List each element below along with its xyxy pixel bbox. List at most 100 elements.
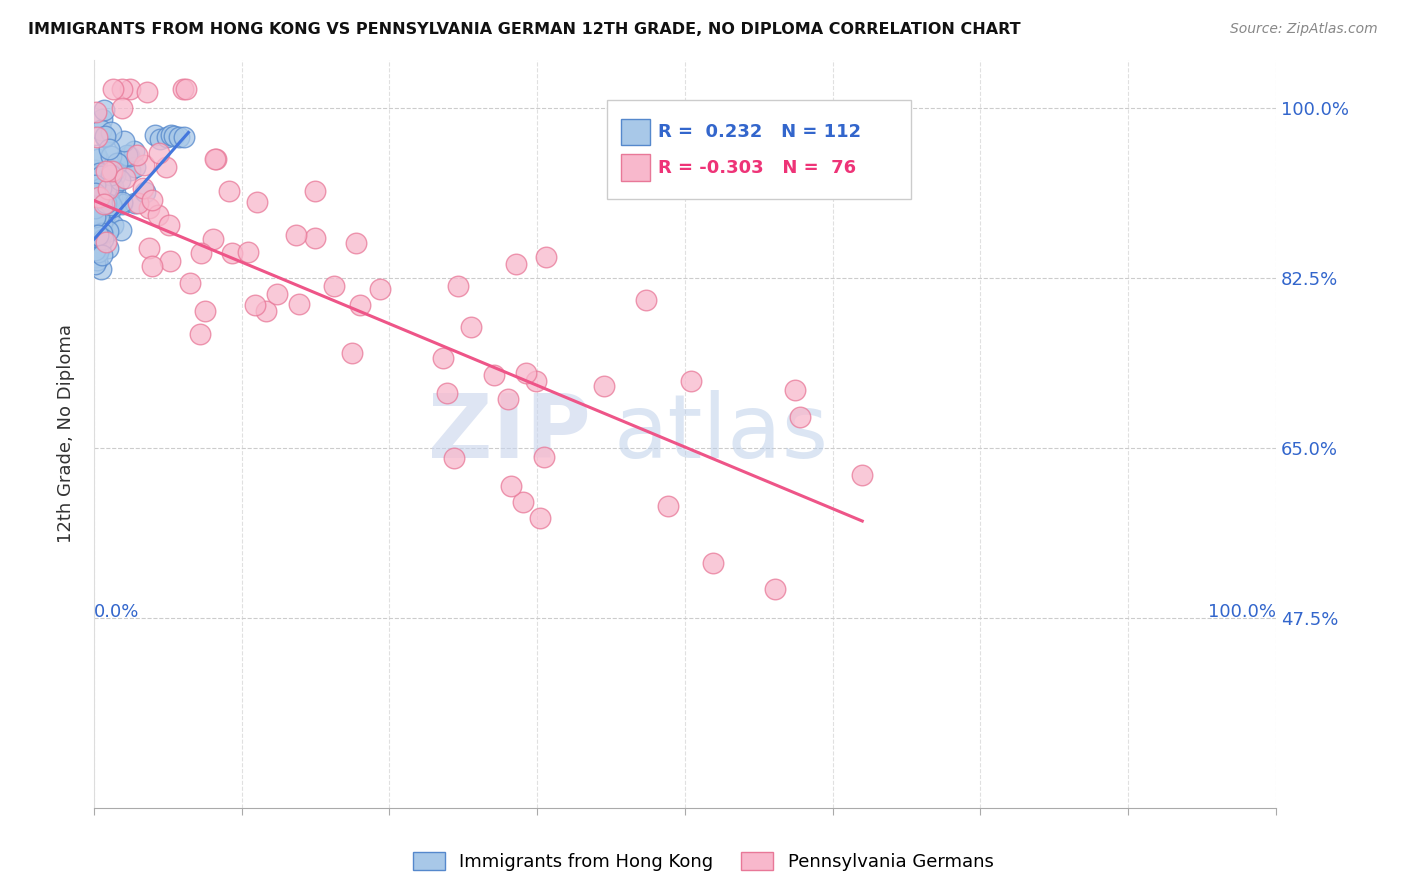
Point <box>344 235 367 250</box>
Point <box>148 208 170 222</box>
Point <box>87 229 110 244</box>
Point <box>179 276 201 290</box>
Point <box>89 181 111 195</box>
Point <box>91 223 114 237</box>
Point <box>101 179 124 194</box>
Point <box>98 208 121 222</box>
Point <box>86 148 108 162</box>
Point <box>98 163 121 178</box>
Point <box>87 173 110 187</box>
Point <box>100 125 122 139</box>
Point <box>496 392 519 406</box>
Point <box>681 374 703 388</box>
Point <box>218 184 240 198</box>
Point <box>84 257 107 271</box>
Point <box>98 193 121 207</box>
Point <box>138 201 160 215</box>
Point <box>87 208 110 222</box>
Point <box>89 190 111 204</box>
Point <box>96 163 118 178</box>
Point <box>89 240 111 254</box>
Point <box>84 192 107 206</box>
Point <box>702 556 724 570</box>
Point <box>91 216 114 230</box>
Point <box>127 195 149 210</box>
Point <box>84 230 107 244</box>
Point <box>89 201 111 215</box>
Point <box>90 169 112 183</box>
Point <box>124 161 146 175</box>
Point <box>84 198 107 212</box>
Point <box>89 166 111 180</box>
Point <box>97 142 120 156</box>
Point <box>93 197 115 211</box>
Point <box>84 227 107 242</box>
Point <box>86 130 108 145</box>
Point <box>89 168 111 182</box>
Text: IMMIGRANTS FROM HONG KONG VS PENNSYLVANIA GERMAN 12TH GRADE, NO DIPLOMA CORRELAT: IMMIGRANTS FROM HONG KONG VS PENNSYLVANI… <box>28 22 1021 37</box>
Point <box>91 227 114 241</box>
Text: atlas: atlas <box>614 390 830 477</box>
Point <box>87 186 110 200</box>
Point <box>94 195 117 210</box>
Point <box>107 156 129 170</box>
Point <box>100 168 122 182</box>
Point <box>304 231 326 245</box>
Point <box>94 235 117 250</box>
Point <box>89 188 111 202</box>
Point <box>93 186 115 201</box>
Point <box>91 248 114 262</box>
Point <box>340 346 363 360</box>
Point <box>285 227 308 242</box>
Point <box>163 129 186 144</box>
Text: 0.0%: 0.0% <box>94 603 139 621</box>
Point <box>90 203 112 218</box>
Point <box>114 171 136 186</box>
Point <box>103 218 125 232</box>
Point <box>156 130 179 145</box>
Point <box>159 253 181 268</box>
Point <box>84 235 107 250</box>
Point <box>93 201 115 215</box>
Point <box>157 218 180 232</box>
Point <box>94 129 117 144</box>
Point <box>86 199 108 213</box>
Point <box>111 101 134 115</box>
Point <box>101 189 124 203</box>
Point <box>512 495 534 509</box>
Point <box>122 144 145 158</box>
Point <box>149 132 172 146</box>
Point <box>84 241 107 255</box>
Point <box>94 129 117 144</box>
Point <box>127 147 149 161</box>
Point <box>84 249 107 263</box>
Point <box>84 199 107 213</box>
Text: ZIP: ZIP <box>427 390 591 477</box>
Point <box>201 232 224 246</box>
Point <box>87 227 110 241</box>
Point <box>246 195 269 210</box>
Point <box>84 188 107 202</box>
Point <box>118 149 141 163</box>
Point <box>104 169 127 183</box>
Point <box>304 184 326 198</box>
Point <box>86 209 108 223</box>
Point <box>97 241 120 255</box>
Point <box>91 232 114 246</box>
Point <box>84 105 107 120</box>
Point <box>443 450 465 465</box>
Point <box>100 149 122 163</box>
Point <box>87 235 110 250</box>
Point <box>84 210 107 224</box>
Point <box>447 279 470 293</box>
Point <box>86 252 108 267</box>
Point <box>482 368 505 382</box>
Point <box>148 145 170 160</box>
Point <box>90 123 112 137</box>
Point <box>84 178 107 192</box>
Y-axis label: 12th Grade, No Diploma: 12th Grade, No Diploma <box>58 324 75 543</box>
Point <box>145 128 167 143</box>
Point <box>93 103 115 117</box>
Point <box>288 297 311 311</box>
Point <box>84 202 107 216</box>
